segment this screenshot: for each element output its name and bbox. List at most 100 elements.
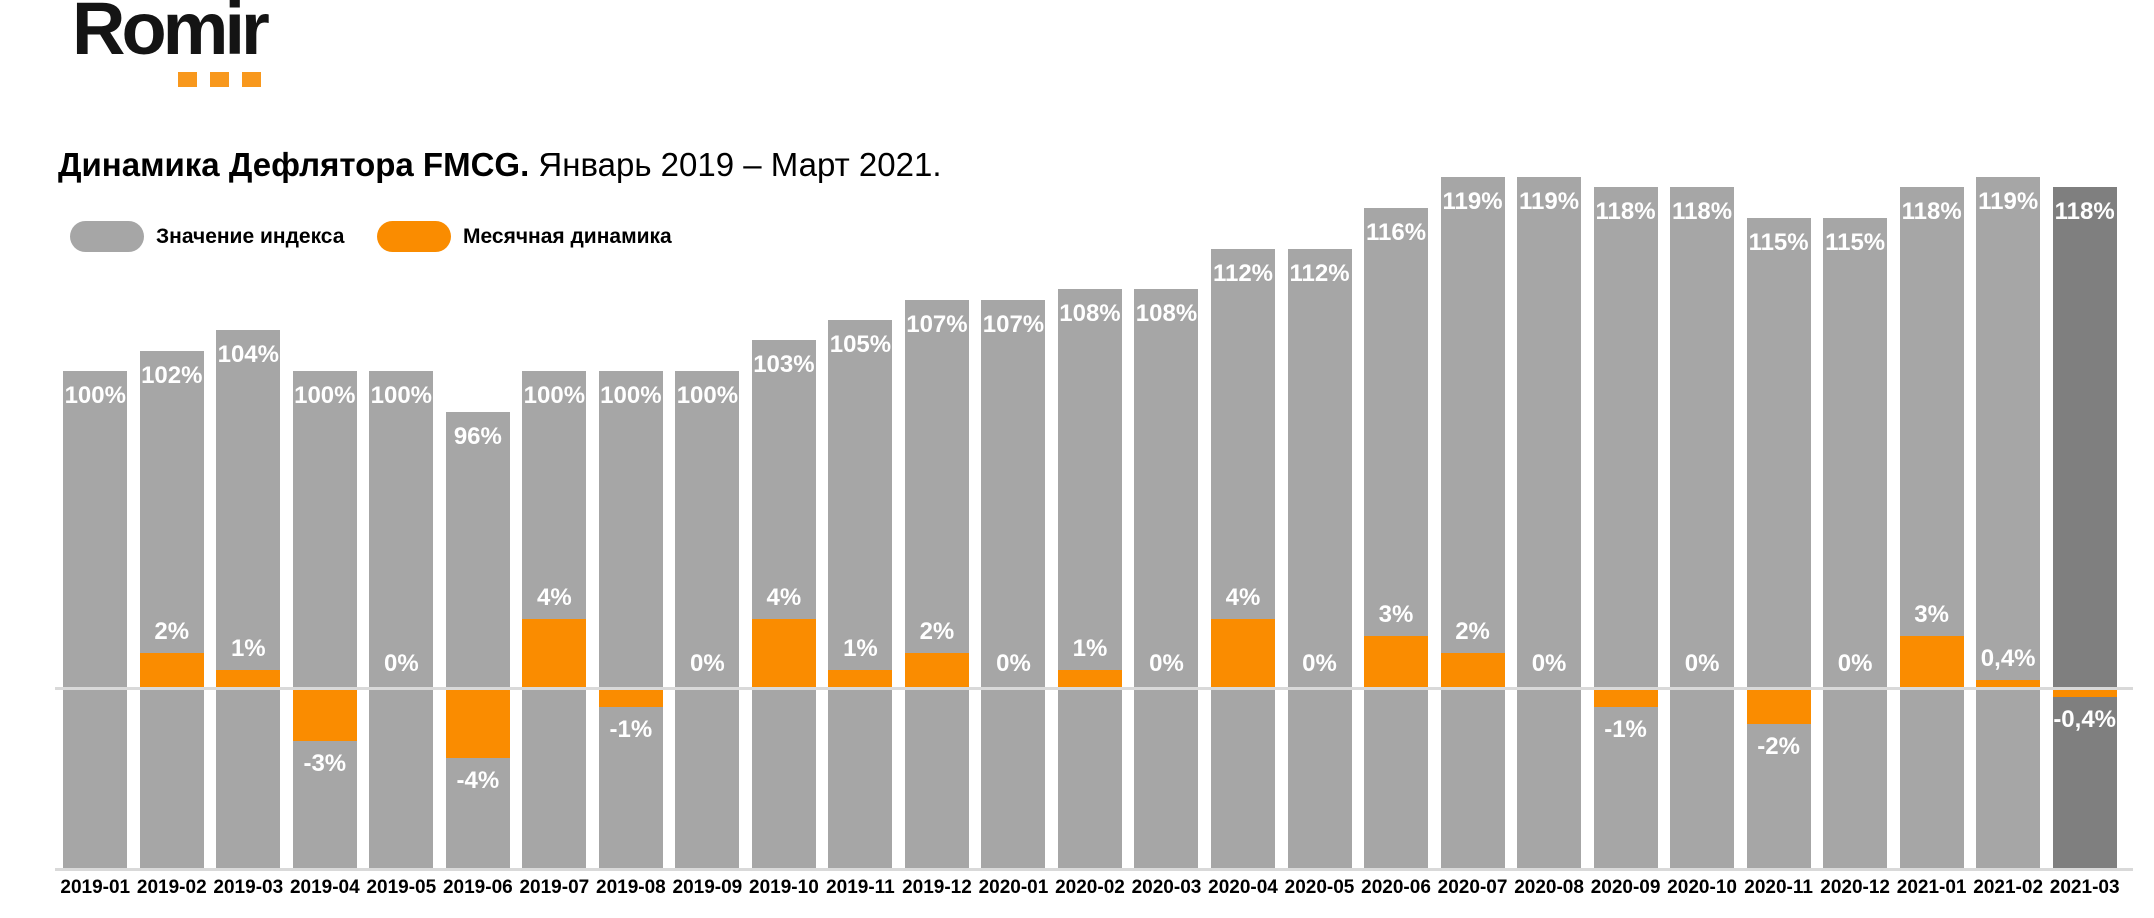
legend-item-monthly-dynamics[interactable]: Месячная динамика [377, 221, 672, 252]
monthly-value-label: 2% [919, 618, 955, 645]
x-axis-label: 2020-05 [1284, 877, 1355, 898]
monthly-bar[interactable] [2052, 690, 2117, 697]
index-bar[interactable] [675, 371, 740, 868]
index-bar[interactable] [1976, 177, 2041, 868]
monthly-value-label: -4% [456, 767, 500, 794]
x-axis-label: 2019-08 [596, 877, 666, 898]
legend-label: Значение индекса [156, 224, 345, 248]
index-bar[interactable] [369, 371, 434, 868]
bar-group-2019-09: 100% 0% 2019-09 [669, 120, 746, 898]
monthly-value-label: 3% [1914, 601, 1949, 628]
index-value-label: 118% [2054, 198, 2115, 226]
x-axis-label: 2019-01 [60, 877, 131, 898]
monthly-bar[interactable] [751, 619, 816, 687]
index-bar[interactable] [1517, 177, 1582, 868]
bar-group-2020-11: 115% -2% 2020-11 [1740, 120, 1817, 898]
index-bar[interactable] [2052, 187, 2117, 868]
index-value-label: 112% [1212, 259, 1274, 287]
index-bar[interactable] [828, 320, 893, 868]
index-bar[interactable] [216, 330, 281, 868]
index-bar[interactable] [139, 350, 204, 868]
x-axis-label: 2020-11 [1744, 877, 1813, 898]
x-axis-label: 2019-02 [136, 877, 207, 898]
bar-group-2020-06: 116% 3% 2020-06 [1358, 120, 1435, 898]
monthly-bar[interactable] [828, 670, 893, 687]
bar-group-2020-05: 112% 0% 2020-05 [1281, 120, 1358, 898]
monthly-bar[interactable] [1593, 690, 1658, 707]
monthly-bar[interactable] [139, 653, 204, 687]
monthly-bar[interactable] [1210, 619, 1275, 687]
bar-group-2019-12: 107% 2% 2019-12 [899, 120, 976, 898]
monthly-bar[interactable] [1364, 636, 1429, 687]
page-title-main: Динамика Дефлятора FMCG. [58, 146, 530, 183]
index-bar[interactable] [63, 371, 128, 868]
index-value-label: 100% [676, 382, 739, 409]
x-axis-line [55, 868, 2133, 871]
monthly-bar[interactable] [1976, 680, 2041, 687]
monthly-value-label: 1% [230, 635, 266, 662]
index-value-label: 100% [370, 382, 433, 409]
monthly-bar[interactable] [1899, 636, 1964, 687]
index-bar[interactable] [1823, 218, 1888, 868]
index-bar[interactable] [1134, 289, 1199, 868]
monthly-bar[interactable] [1746, 690, 1811, 724]
bar-group-2019-02: 102% 2% 2019-02 [134, 120, 211, 898]
index-bar[interactable] [598, 371, 663, 868]
x-axis-label: 2019-12 [902, 877, 972, 898]
bar-group-2019-08: 100% -1% 2019-08 [593, 120, 670, 898]
index-bar[interactable] [1670, 187, 1735, 868]
x-axis-label: 2021-02 [1973, 877, 2044, 898]
bar-group-2019-11: 105% 1% 2019-11 [822, 120, 899, 898]
x-axis-label: 2019-04 [289, 877, 360, 898]
index-bar[interactable] [1746, 218, 1811, 868]
index-bar[interactable] [1593, 187, 1658, 868]
index-bar[interactable] [1287, 248, 1352, 868]
index-bar[interactable] [904, 299, 969, 868]
bar-group-2020-08: 119% 0% 2020-08 [1511, 120, 1588, 898]
index-value-label: 119% [1519, 188, 1580, 216]
x-axis-label: 2019-09 [672, 877, 743, 898]
monthly-value-label: 0,4% [1980, 645, 2036, 672]
x-axis-label: 2020-04 [1208, 877, 1278, 898]
page-title: Динамика Дефлятора FMCG. Январь 2019 – М… [58, 146, 942, 184]
index-series-swatch [70, 221, 144, 252]
index-value-label: 100% [523, 382, 586, 409]
monthly-value-label: 0% [1531, 650, 1567, 677]
monthly-bar[interactable] [216, 670, 281, 687]
index-value-label: 118% [1595, 198, 1656, 226]
monthly-value-label: 2% [1455, 618, 1490, 645]
index-bar[interactable] [1364, 207, 1429, 868]
index-bar[interactable] [445, 411, 510, 868]
monthly-bar[interactable] [904, 653, 969, 687]
index-bar[interactable] [1210, 248, 1275, 868]
monthly-bar[interactable] [1057, 670, 1122, 687]
index-value-label: 100% [600, 382, 662, 409]
index-value-label: 115% [1748, 229, 1809, 256]
index-value-label: 107% [906, 310, 968, 338]
monthly-bar[interactable] [598, 690, 663, 707]
index-bar[interactable] [981, 299, 1046, 868]
index-bar[interactable] [292, 371, 357, 868]
monthly-value-label: -0,4% [2053, 706, 2117, 733]
index-value-label: 118% [1672, 198, 1733, 226]
index-value-label: 102% [141, 361, 203, 389]
monthly-value-label: 0% [1684, 650, 1720, 677]
index-bar[interactable] [751, 340, 816, 868]
index-bar[interactable] [1899, 187, 1964, 868]
logo-dot-icon [178, 72, 197, 87]
romir-logo-dots [178, 72, 261, 87]
monthly-bar[interactable] [445, 690, 510, 758]
bar-group-2019-01: 100% 2019-01 [57, 120, 134, 898]
x-axis-label: 2020-12 [1820, 877, 1890, 898]
index-bar[interactable] [1440, 177, 1505, 868]
index-bar[interactable] [1057, 289, 1122, 868]
monthly-bar[interactable] [1440, 653, 1505, 687]
index-value-label: 105% [829, 331, 892, 358]
monthly-value-label: 2% [154, 618, 190, 645]
bar-group-2019-07: 100% 4% 2019-07 [516, 120, 593, 898]
legend-item-index-value[interactable]: Значение индекса [70, 221, 344, 252]
monthly-bar[interactable] [522, 619, 587, 687]
index-value-label: 107% [982, 310, 1045, 338]
monthly-bar[interactable] [292, 690, 357, 741]
